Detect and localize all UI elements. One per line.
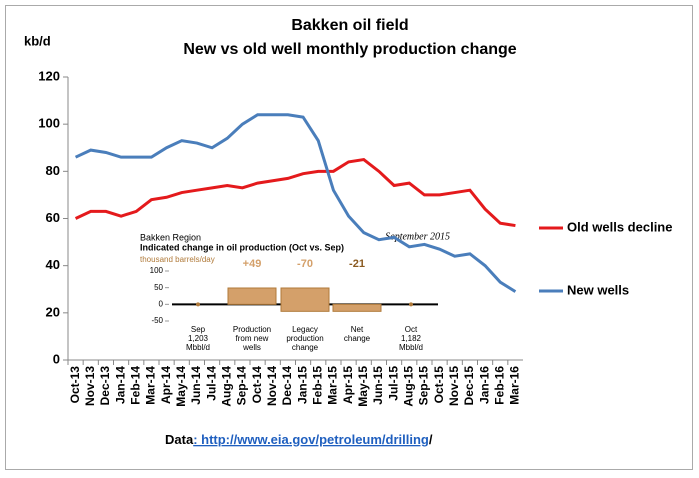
y-tick-label: 100 xyxy=(38,116,60,131)
x-tick-label: Jan-15 xyxy=(295,366,309,404)
x-tick-label: Nov-15 xyxy=(447,366,461,406)
series-line xyxy=(74,113,517,293)
y-tick-label: 40 xyxy=(46,257,60,272)
legend-label: Old wells decline xyxy=(567,219,672,234)
y-tick-label: 20 xyxy=(46,304,60,319)
inset-category: Net change xyxy=(344,325,371,343)
y-axis-label: kb/d xyxy=(24,33,51,48)
x-tick-label: Jul-15 xyxy=(386,366,400,401)
x-tick-label: Dec-14 xyxy=(280,366,294,406)
inset-category: Sep 1,203 Mbbl/d xyxy=(186,325,210,352)
inset-units: thousand barrels/day xyxy=(140,255,215,264)
inset-bar xyxy=(332,303,382,312)
x-tick-label: Aug-14 xyxy=(219,366,233,407)
series-line xyxy=(74,157,516,228)
inset-title: Bakken Region xyxy=(140,232,201,242)
x-tick-label: Nov-13 xyxy=(83,366,97,406)
x-tick-label: Mar-14 xyxy=(144,366,158,405)
x-tick-label: Sep-15 xyxy=(417,366,431,406)
y-tick-label: 120 xyxy=(38,68,60,83)
inset-subtitle: Indicated change in oil production (Oct … xyxy=(140,242,344,252)
inset-value-label: +49 xyxy=(243,258,262,270)
y-tick-label: 0 xyxy=(53,351,60,366)
inset-level xyxy=(409,302,413,307)
x-tick-label: Oct-14 xyxy=(250,366,264,404)
y-tick-label: 80 xyxy=(46,163,60,178)
x-tick-label: Aug-15 xyxy=(401,366,415,407)
x-tick-label: Sep-14 xyxy=(235,366,249,406)
x-tick-label: Dec-13 xyxy=(98,366,112,406)
inset-tick-label: 0 xyxy=(159,299,164,308)
inset-tick-label: 100 xyxy=(150,266,164,275)
x-tick-label: Mar-16 xyxy=(508,366,522,405)
inset-tick-label: 50 xyxy=(154,283,163,292)
x-tick-label: Oct-13 xyxy=(68,366,82,404)
chart-subtitle: New vs old well monthly production chang… xyxy=(183,41,516,58)
inset-value-label: -70 xyxy=(297,258,313,270)
inset-category: Oct 1,182 Mbbl/d xyxy=(399,325,423,352)
x-tick-label: Jan-16 xyxy=(477,366,491,404)
x-tick-label: Feb-16 xyxy=(492,366,506,405)
x-tick-label: Apr-14 xyxy=(159,366,173,404)
x-tick-label: May-15 xyxy=(356,366,370,407)
source: Data: http://www.eia.gov/petroleum/drill… xyxy=(165,432,433,447)
x-tick-label: Apr-15 xyxy=(341,366,355,404)
x-tick-label: Dec-15 xyxy=(462,366,476,406)
inset-bar xyxy=(280,287,330,312)
inset-bar xyxy=(227,287,277,305)
source-suffix: / xyxy=(429,432,433,447)
x-tick-label: May-14 xyxy=(174,366,188,407)
x-tick-label: Nov-14 xyxy=(265,366,279,406)
x-tick-label: Mar-15 xyxy=(326,366,340,405)
inset-tick-label: -50 xyxy=(151,316,163,325)
x-tick-label: Feb-14 xyxy=(128,366,142,405)
y-tick-label: 60 xyxy=(46,210,60,225)
inset-category: Production from new wells xyxy=(233,325,271,352)
x-tick-label: Jun-14 xyxy=(189,366,203,405)
inset-level xyxy=(196,302,200,307)
inset-date: September 2015 xyxy=(385,231,450,242)
x-tick-label: Oct-15 xyxy=(432,366,446,404)
inset-value-label: -21 xyxy=(349,258,365,270)
source-link[interactable]: : http://www.eia.gov/petroleum/drilling xyxy=(193,432,429,447)
x-tick-label: Jul-14 xyxy=(204,366,218,401)
x-tick-label: Feb-15 xyxy=(310,366,324,405)
source-label: Data xyxy=(165,432,194,447)
x-tick-label: Jun-15 xyxy=(371,366,385,405)
x-tick-label: Jan-14 xyxy=(113,366,127,404)
legend-label: New wells xyxy=(567,282,629,297)
inset-category: Legacy production change xyxy=(286,325,323,352)
chart-title: Bakken oil field xyxy=(291,17,408,34)
